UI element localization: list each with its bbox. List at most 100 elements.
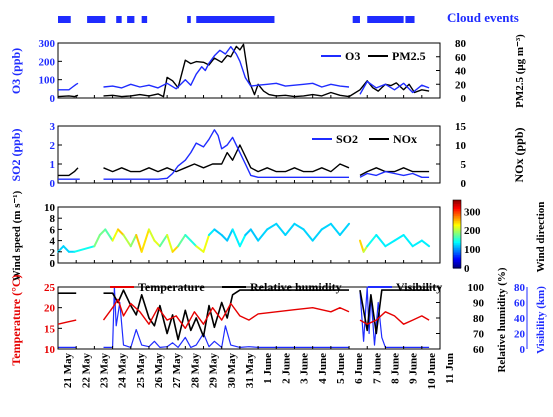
visibility-tick-label: 60 — [514, 298, 526, 310]
x-tick-label: 8 June — [390, 353, 402, 384]
humidity-tick-label: 100 — [468, 282, 485, 294]
wind-speed-segment — [111, 228, 120, 242]
colorbar-band — [453, 225, 461, 228]
wind-tick-label: 8 — [50, 213, 56, 225]
x-tick-label: 30 May — [226, 353, 238, 389]
colorbar-tick-label: 300 — [464, 206, 481, 218]
x-tick-label: 28 May — [189, 353, 201, 389]
legend-o3-label: O3 — [345, 49, 360, 63]
o3-axis-ticks: 0 100 200 300 — [39, 38, 62, 105]
so2-axis-label: SO2 (ppb) — [9, 128, 23, 181]
visibility-line — [58, 286, 430, 348]
wind-speed-segment — [257, 228, 269, 242]
wind-speed-segment — [98, 228, 107, 236]
wind-tick-label: 10 — [44, 202, 56, 214]
visibility-axis-ticks: 0 20 40 60 80 — [514, 282, 528, 356]
o3-tick-label: 0 — [50, 93, 56, 105]
cloud-events-label: Cloud events — [447, 10, 519, 25]
plot-frame — [57, 42, 441, 99]
colorbar-band — [453, 256, 461, 259]
pm25-tick-label: 20 — [455, 79, 467, 91]
wind-speed-segment — [171, 245, 180, 253]
colorbar-band — [453, 215, 461, 218]
pm25-tick-label: 40 — [455, 66, 467, 78]
humidity-tick-label: 60 — [473, 344, 485, 356]
wind-speed-segment — [249, 228, 260, 242]
legend-temperature-label: Temperature — [138, 280, 205, 294]
colorbar-band — [453, 266, 461, 269]
wind-speed-segment — [284, 222, 296, 236]
colorbar-band — [453, 254, 461, 257]
cloud-event-bar — [116, 16, 122, 23]
colorbar-band — [453, 259, 461, 262]
legend-pm25-label: PM2.5 — [392, 49, 426, 63]
colorbar-tick-label: 100 — [464, 244, 481, 256]
cloud-event-bar — [58, 16, 71, 23]
visibility-tick-label: 20 — [514, 329, 526, 341]
nox-axis-ticks: 0 5 10 15 — [436, 121, 467, 190]
colorbar-band — [453, 213, 461, 216]
humidity-tick-label: 70 — [473, 329, 485, 341]
wind-speed-segment — [244, 228, 252, 236]
wind-speed-segment — [238, 234, 247, 248]
wind-direction-colorbar — [452, 199, 462, 269]
visibility-tick-label: 80 — [514, 282, 526, 294]
o3-line — [58, 46, 430, 95]
wind-speed-series — [57, 222, 431, 253]
humidity-axis-label: Relative humidity (%) — [496, 267, 508, 372]
wind-speed-segment — [195, 245, 205, 253]
o3-pm25-series — [57, 43, 430, 98]
cloud-event-bar — [352, 16, 360, 23]
colorbar-band — [453, 228, 461, 232]
wind-speed-segment — [358, 239, 365, 253]
wind-tick-label: 0 — [50, 258, 56, 270]
colorbar-band — [453, 201, 461, 204]
so2-nox-series — [58, 129, 430, 180]
humidity-tick-label: 80 — [473, 313, 485, 325]
colorbar-band — [453, 245, 461, 249]
pm25-tick-label: 0 — [461, 93, 467, 105]
colorbar-band — [453, 222, 461, 225]
x-tick-label: 4 June — [317, 353, 329, 384]
colorbar-band — [453, 257, 461, 261]
nox-line — [58, 144, 430, 177]
cloud-event-bar — [367, 16, 404, 23]
wind-speed-segment — [302, 228, 314, 242]
colorbar-band — [453, 227, 461, 230]
wind-speed-segment — [147, 228, 156, 242]
nox-tick-label: 10 — [455, 140, 467, 152]
meteo-panel: 10 15 20 25 60 70 80 90 100 0 20 40 60 80 Temperatu… — [9, 267, 547, 372]
temperature-tick-label: 15 — [44, 323, 56, 335]
wind-tick-label: 2 — [50, 247, 56, 259]
x-tick-label: 10 June — [426, 353, 438, 389]
so2-line — [58, 129, 430, 180]
wind-speed-axis-label: Wind speed (m s⁻¹) — [11, 190, 23, 281]
humidity-axis-ticks: 60 70 80 90 100 — [436, 282, 485, 356]
colorbar-band — [453, 232, 461, 235]
wind-speed-segment — [189, 239, 198, 248]
humidity-tick-label: 90 — [473, 298, 485, 310]
temperature-tick-label: 10 — [44, 344, 56, 356]
pm25-tick-label: 80 — [455, 38, 467, 50]
wind-speed-segment — [384, 239, 396, 248]
so2-tick-label: 2 — [50, 140, 56, 152]
colorbar-band — [453, 247, 461, 250]
wind-speed-segment — [93, 234, 101, 248]
x-tick-label: 23 May — [99, 353, 111, 389]
so2-nox-panel: 0 1 2 3 0 5 10 15 SO2 (ppb) NOx (ppb) SO2 NOx — [9, 121, 526, 190]
wind-speed-segment — [158, 234, 169, 248]
x-tick-label: 27 May — [171, 353, 183, 389]
nox-tick-label: 5 — [461, 159, 467, 171]
wind-speed-segment — [129, 234, 138, 248]
nox-tick-label: 0 — [461, 178, 467, 190]
visibility-tick-label: 40 — [514, 313, 526, 325]
pm25-tick-label: 60 — [455, 52, 467, 64]
colorbar-frame — [452, 199, 462, 269]
wind-speed-segment — [117, 228, 125, 236]
x-tick-label: 9 June — [408, 353, 420, 384]
nox-tick-label: 15 — [455, 121, 467, 133]
o3-tick-label: 300 — [39, 38, 56, 50]
